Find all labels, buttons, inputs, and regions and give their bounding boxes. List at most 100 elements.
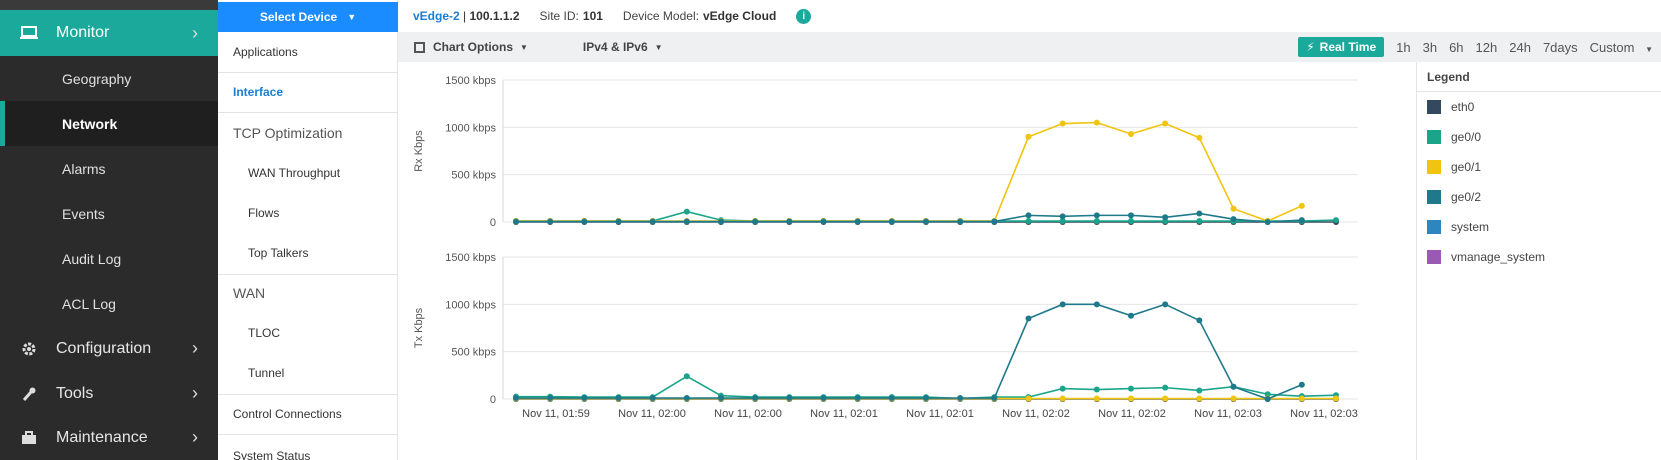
range-12h[interactable]: 12h (1475, 39, 1498, 55)
data-point (1128, 212, 1134, 219)
nav-configuration[interactable]: Configuration › (0, 326, 218, 371)
data-point (1162, 301, 1169, 308)
range-custom[interactable]: Custom ▼ (1590, 40, 1653, 55)
legend-swatch (1427, 220, 1441, 234)
nav-maintenance[interactable]: Maintenance › (0, 415, 218, 460)
menu-interface[interactable]: Interface (233, 85, 284, 99)
data-point (547, 395, 554, 402)
data-point (888, 395, 895, 402)
data-point (1264, 391, 1271, 398)
nav-events[interactable]: Events (62, 205, 105, 222)
data-point (957, 395, 964, 402)
data-point (991, 218, 998, 225)
menu-applications[interactable]: Applications (233, 45, 298, 59)
chart-options-dropdown[interactable]: Chart Options ▼ (414, 40, 528, 54)
legend-item-ge0-2[interactable]: ge0/2 (1417, 182, 1661, 212)
menu-top-talkers[interactable]: Top Talkers (248, 246, 309, 260)
device-info-bar: vEdge-2 | 100.1.1.2 Site ID: 101 Device … (398, 0, 1661, 32)
legend-item-vmanage-system[interactable]: vmanage_system (1417, 242, 1661, 272)
y-tick-label: 1000 kbps (445, 122, 496, 134)
nav-geography[interactable]: Geography (62, 70, 132, 87)
range-24h[interactable]: 24h (1509, 39, 1531, 55)
data-point (1298, 381, 1305, 388)
data-point (1333, 395, 1339, 402)
nav-tools[interactable]: Tools › (0, 371, 218, 416)
nav-acl-log[interactable]: ACL Log (62, 295, 116, 312)
y-tick-label: 500 kbps (451, 170, 496, 182)
data-point (1162, 384, 1169, 391)
data-point (923, 218, 929, 225)
site-id-label: Site ID: (539, 9, 579, 23)
series-line-ge0-1 (516, 121, 1303, 222)
data-point (1230, 383, 1237, 390)
data-point (1128, 130, 1134, 137)
x-tick-label: Nov 11, 02:02 (1098, 408, 1166, 420)
wrench-icon (20, 385, 38, 403)
y-axis-label: Rx Kbps (413, 130, 425, 172)
data-point (1162, 214, 1169, 221)
data-point (581, 395, 588, 402)
x-tick-label: Nov 11, 02:03 (1290, 408, 1358, 420)
data-point (1093, 119, 1100, 126)
range-3h[interactable]: 3h (1422, 39, 1438, 55)
info-icon[interactable]: i (796, 8, 812, 24)
nav-monitor[interactable]: Monitor › (0, 10, 218, 56)
data-point (1059, 301, 1066, 308)
data-point (1196, 134, 1203, 141)
data-point (888, 218, 895, 225)
data-point (1298, 202, 1305, 209)
data-point (1196, 317, 1203, 324)
data-point (786, 218, 793, 225)
legend-item-ge0-1[interactable]: ge0/1 (1417, 152, 1661, 182)
range-6h[interactable]: 6h (1449, 39, 1464, 55)
range-1h[interactable]: 1h (1396, 39, 1411, 55)
menu-wan[interactable]: WAN (233, 285, 266, 301)
data-point (820, 395, 827, 402)
data-point (615, 395, 622, 402)
ip-version-dropdown[interactable]: IPv4 & IPv6 ▼ (583, 40, 663, 54)
data-point (752, 395, 759, 402)
y-tick-label: 0 (490, 217, 496, 229)
data-point (1264, 219, 1271, 225)
menu-wan-throughput[interactable]: WAN Throughput (248, 166, 341, 180)
nav-maintenance-label: Maintenance (56, 428, 148, 446)
nav-audit-log[interactable]: Audit Log (62, 250, 122, 267)
menu-system-status[interactable]: System Status (233, 449, 311, 460)
data-point (1093, 395, 1100, 402)
legend-swatch (1427, 100, 1441, 114)
data-point (718, 218, 724, 225)
device-name[interactable]: vEdge-2 (413, 9, 460, 23)
menu-tunnel[interactable]: Tunnel (248, 366, 285, 380)
divider (218, 72, 398, 73)
select-device-button[interactable]: Select Device ▼ (218, 2, 398, 32)
menu-tcp-optimization[interactable]: TCP Optimization (233, 125, 343, 141)
legend-item-eth0[interactable]: eth0 (1417, 92, 1661, 122)
data-point (1059, 218, 1066, 225)
range-7days[interactable]: 7days (1542, 39, 1578, 55)
menu-tloc[interactable]: TLOC (248, 326, 281, 340)
nav-tools-label: Tools (56, 384, 94, 402)
device-model-label: Device Model: (622, 9, 699, 23)
chart-options-label: Chart Options (433, 40, 513, 54)
select-device-label: Select Device (259, 10, 338, 24)
legend-label: ge0/1 (1451, 160, 1482, 174)
data-point (718, 395, 724, 402)
nav-alarms[interactable]: Alarms (62, 160, 106, 177)
data-point (1264, 396, 1271, 402)
data-point (683, 395, 690, 402)
divider (218, 394, 398, 395)
menu-control-connections[interactable]: Control Connections (233, 407, 342, 421)
y-tick-label: 1500 kbps (445, 252, 496, 264)
data-point (1093, 218, 1100, 225)
divider (218, 434, 398, 435)
x-tick-label: Nov 11, 02:01 (810, 408, 878, 420)
menu-flows[interactable]: Flows (248, 206, 280, 220)
data-point (991, 395, 998, 402)
real-time-button[interactable]: ⚡ Real Time (1298, 37, 1385, 57)
nav-monitor-label: Monitor (56, 24, 110, 41)
legend-item-ge0-0[interactable]: ge0/0 (1417, 122, 1661, 152)
nav-network[interactable]: Network (0, 101, 218, 146)
legend-swatch (1427, 190, 1441, 204)
legend-item-system[interactable]: system (1417, 212, 1661, 242)
